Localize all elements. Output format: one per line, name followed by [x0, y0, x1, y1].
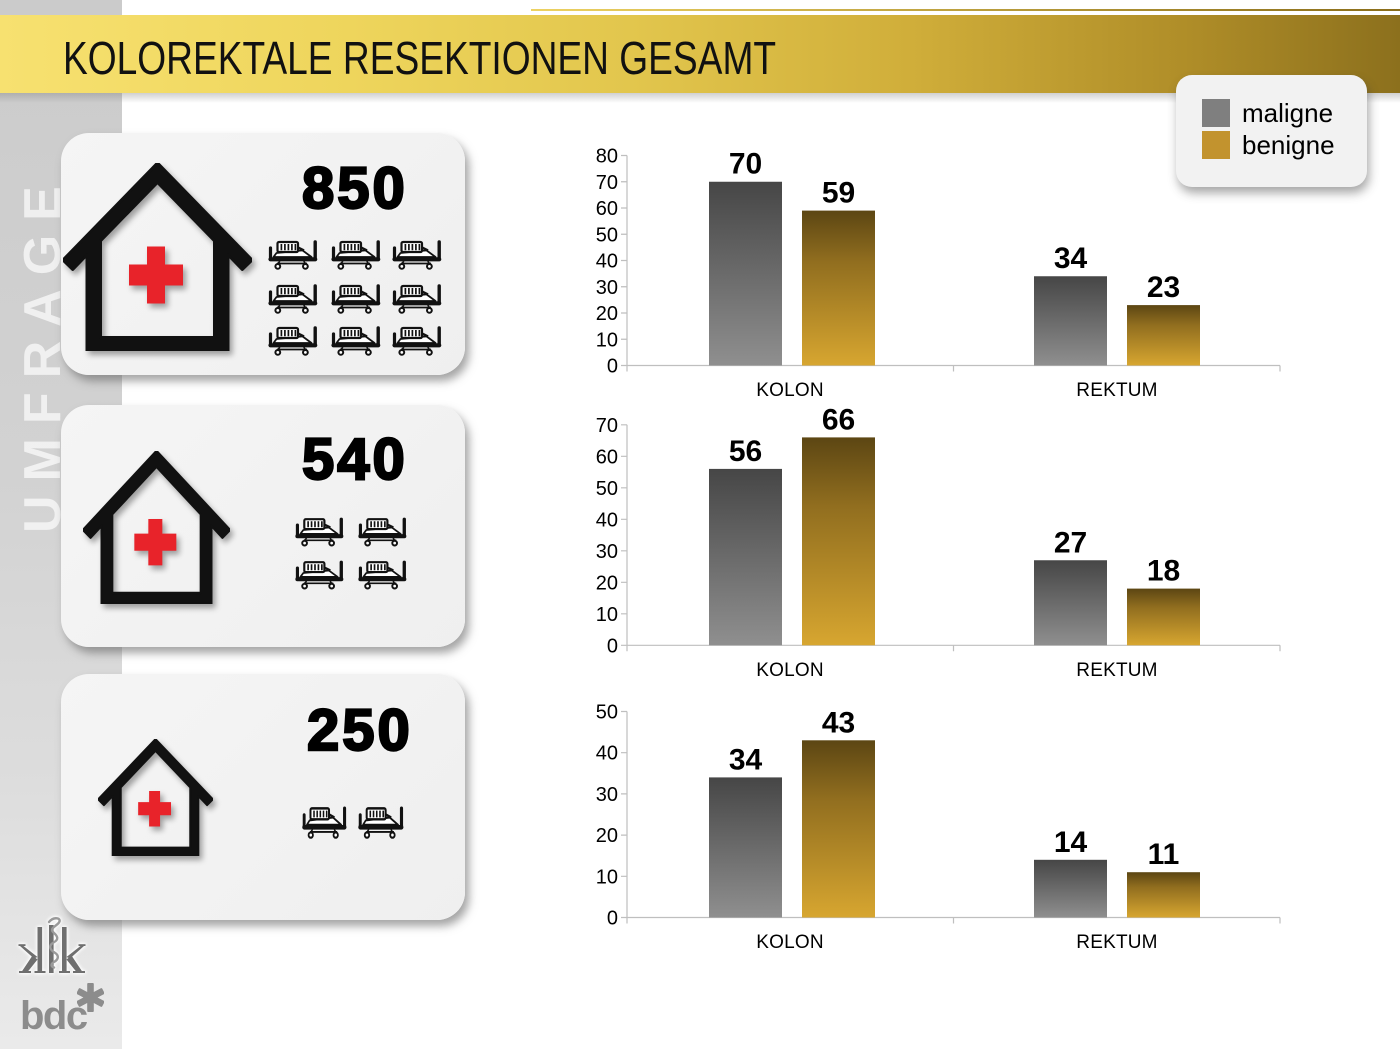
svg-text:43: 43 — [822, 706, 855, 739]
svg-text:10: 10 — [596, 866, 618, 888]
svg-text:34: 34 — [1054, 242, 1088, 275]
svg-text:50: 50 — [596, 224, 618, 246]
svg-text:20: 20 — [596, 825, 618, 847]
svg-text:27: 27 — [1054, 526, 1087, 559]
svg-text:50: 50 — [596, 478, 618, 500]
svg-text:REKTUM: REKTUM — [1076, 932, 1157, 953]
svg-text:70: 70 — [596, 415, 618, 437]
svg-text:80: 80 — [596, 146, 618, 168]
svg-text:30: 30 — [596, 277, 618, 299]
svg-text:KOLON: KOLON — [756, 932, 824, 953]
svg-text:REKTUM: REKTUM — [1076, 380, 1157, 401]
svg-text:10: 10 — [596, 329, 618, 351]
svg-text:10: 10 — [596, 604, 618, 626]
svg-text:30: 30 — [596, 541, 618, 563]
svg-text:REKTUM: REKTUM — [1076, 660, 1157, 681]
svg-text:14: 14 — [1054, 826, 1088, 859]
svg-text:23: 23 — [1147, 271, 1180, 304]
svg-text:50: 50 — [596, 702, 618, 724]
svg-text:60: 60 — [596, 198, 618, 220]
svg-text:11: 11 — [1148, 838, 1180, 871]
svg-text:60: 60 — [596, 446, 618, 468]
svg-text:70: 70 — [729, 148, 762, 181]
svg-text:20: 20 — [596, 303, 618, 325]
svg-text:KOLON: KOLON — [756, 380, 824, 401]
svg-text:20: 20 — [596, 572, 618, 594]
svg-text:40: 40 — [596, 251, 618, 273]
svg-text:66: 66 — [822, 403, 855, 436]
svg-text:40: 40 — [596, 743, 618, 765]
svg-text:56: 56 — [729, 435, 762, 468]
svg-text:0: 0 — [607, 356, 618, 378]
svg-text:0: 0 — [607, 908, 618, 930]
svg-text:59: 59 — [822, 177, 855, 210]
svg-text:30: 30 — [596, 784, 618, 806]
svg-text:34: 34 — [729, 743, 763, 776]
svg-text:40: 40 — [596, 509, 618, 531]
svg-text:18: 18 — [1147, 555, 1180, 588]
svg-text:70: 70 — [596, 172, 618, 194]
svg-text:KOLON: KOLON — [756, 660, 824, 681]
svg-text:0: 0 — [607, 635, 618, 657]
